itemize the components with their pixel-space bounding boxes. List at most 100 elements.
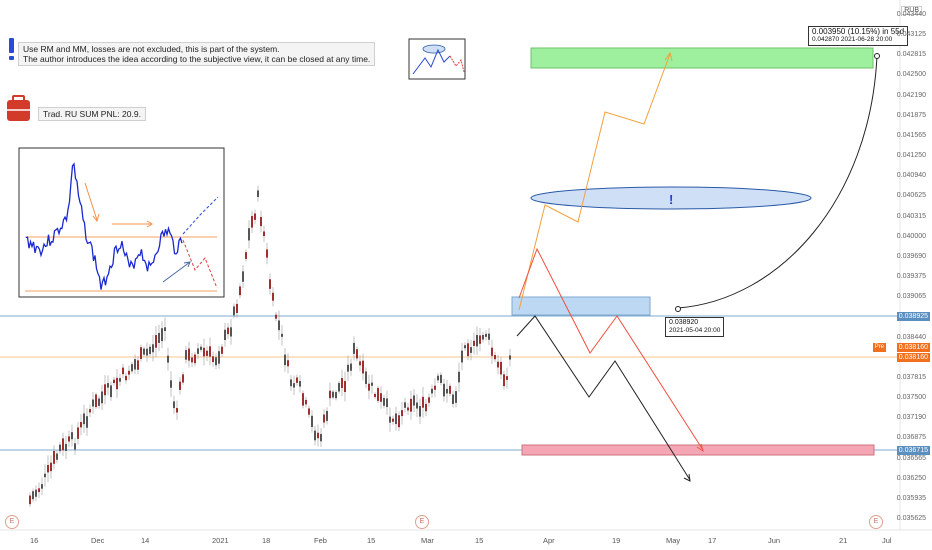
candle-body	[44, 473, 46, 478]
candle-body	[473, 340, 475, 346]
candle-body	[506, 376, 508, 380]
candle-body	[212, 356, 214, 363]
candle-body	[50, 462, 52, 472]
exclamation-marker-bar	[9, 38, 14, 53]
orange-arrow-head	[664, 51, 673, 62]
price-axis-label: 0.035935	[896, 494, 926, 502]
candle-body	[377, 387, 379, 401]
attention-mark: !	[669, 192, 673, 207]
price-axis-label: 0.043440	[896, 11, 926, 18]
candle-body	[215, 357, 217, 366]
candle-body	[260, 216, 262, 227]
candle-body	[500, 361, 502, 375]
candle-body	[71, 432, 73, 440]
price-axis-label: 0.041875	[896, 111, 926, 119]
date-axis-label: Jun	[768, 536, 781, 545]
candle-body	[146, 348, 148, 356]
candle-body	[413, 395, 415, 406]
candle-body	[479, 335, 481, 344]
price-axis-label: 0.039065	[896, 293, 926, 301]
candle-body	[305, 399, 307, 405]
candle-body	[311, 415, 313, 427]
inset-chart-frame	[18, 147, 225, 298]
candle-body	[404, 402, 406, 408]
candle-body	[380, 393, 382, 402]
candle-body	[161, 328, 163, 342]
candle-body	[239, 286, 241, 296]
candle-body	[113, 379, 115, 384]
candle-body	[464, 345, 466, 349]
candle-body	[386, 398, 388, 408]
candle-body	[95, 394, 97, 408]
disclaimer-note[interactable]: Use RM and MM, losses are not excluded, …	[18, 42, 376, 66]
candle-body	[80, 422, 82, 428]
candle-body	[110, 385, 112, 398]
candle-body	[401, 410, 403, 417]
red-projection-path	[518, 247, 704, 451]
candle-body	[242, 271, 244, 282]
candle-body	[299, 381, 301, 387]
candle-body	[245, 252, 247, 259]
entry-callout[interactable]: 0.038920 2021-05-04 20:00	[665, 317, 725, 337]
candle-body	[437, 375, 439, 381]
candle-body	[209, 346, 211, 357]
candle-body	[362, 360, 364, 374]
candle-body	[116, 377, 118, 390]
exclamation-marker-dot	[9, 56, 14, 60]
candle-body	[29, 495, 31, 505]
stop-zone	[521, 444, 875, 456]
candle-body	[164, 327, 166, 332]
price-axis-label: 0.043125	[896, 31, 926, 39]
date-axis-label: 2021	[212, 536, 229, 545]
candle-body	[41, 484, 43, 489]
event-marker-3[interactable]: E	[869, 515, 883, 529]
candle-body	[35, 489, 37, 497]
candle-body	[332, 391, 334, 398]
candle-body	[251, 215, 253, 228]
candle-body	[194, 354, 196, 364]
event-marker-2[interactable]: E	[415, 515, 429, 529]
candle-body	[449, 385, 451, 394]
candle-body	[344, 381, 346, 393]
measure-end-point[interactable]	[874, 53, 880, 59]
price-axis-label: 0.039375	[896, 273, 926, 281]
candle-body	[266, 249, 268, 258]
candle-body	[254, 213, 256, 220]
candle-body	[236, 303, 238, 314]
pnl-note[interactable]: Trad. RU SUM PNL: 20.9.	[38, 107, 146, 121]
red-arrow-head	[696, 443, 704, 453]
candle-body	[104, 384, 106, 396]
candle-body	[452, 394, 454, 405]
price-axis-label: 0.042190	[896, 91, 926, 99]
mini-chart-ellipse	[422, 44, 446, 54]
candle-body	[284, 354, 286, 366]
candle-body	[203, 347, 205, 357]
price-axis-label: 0.040940	[896, 172, 926, 180]
event-marker-1[interactable]: E	[5, 515, 19, 529]
candle-body	[290, 379, 292, 387]
target-callout-line-1: 0.003950 (10.15%) in 55d	[812, 27, 905, 36]
candle-body	[482, 334, 484, 340]
candle-body	[218, 351, 220, 364]
candle-body	[389, 416, 391, 423]
lower-level-tag: 0.036715	[896, 446, 930, 455]
candle-body	[395, 413, 397, 425]
target-callout[interactable]: 0.003950 (10.15%) in 55d 0.042870 2021-0…	[808, 26, 909, 46]
candle-body	[152, 344, 154, 353]
candle-body	[416, 402, 418, 409]
candle-body	[329, 390, 331, 399]
candle-body	[440, 374, 442, 383]
date-axis-label: Mar	[421, 536, 434, 545]
candle-body	[188, 348, 190, 361]
candle-body	[263, 231, 265, 237]
inset-orange-arrow-down	[84, 182, 100, 223]
candle-body	[446, 388, 448, 394]
candle-body	[224, 329, 226, 340]
candle-body	[47, 464, 49, 473]
candle-body	[350, 363, 352, 371]
candle-body	[269, 279, 271, 289]
candle-body	[431, 388, 433, 394]
measure-start-point[interactable]	[675, 306, 681, 312]
price-axis-label: 0.040000	[896, 232, 926, 240]
